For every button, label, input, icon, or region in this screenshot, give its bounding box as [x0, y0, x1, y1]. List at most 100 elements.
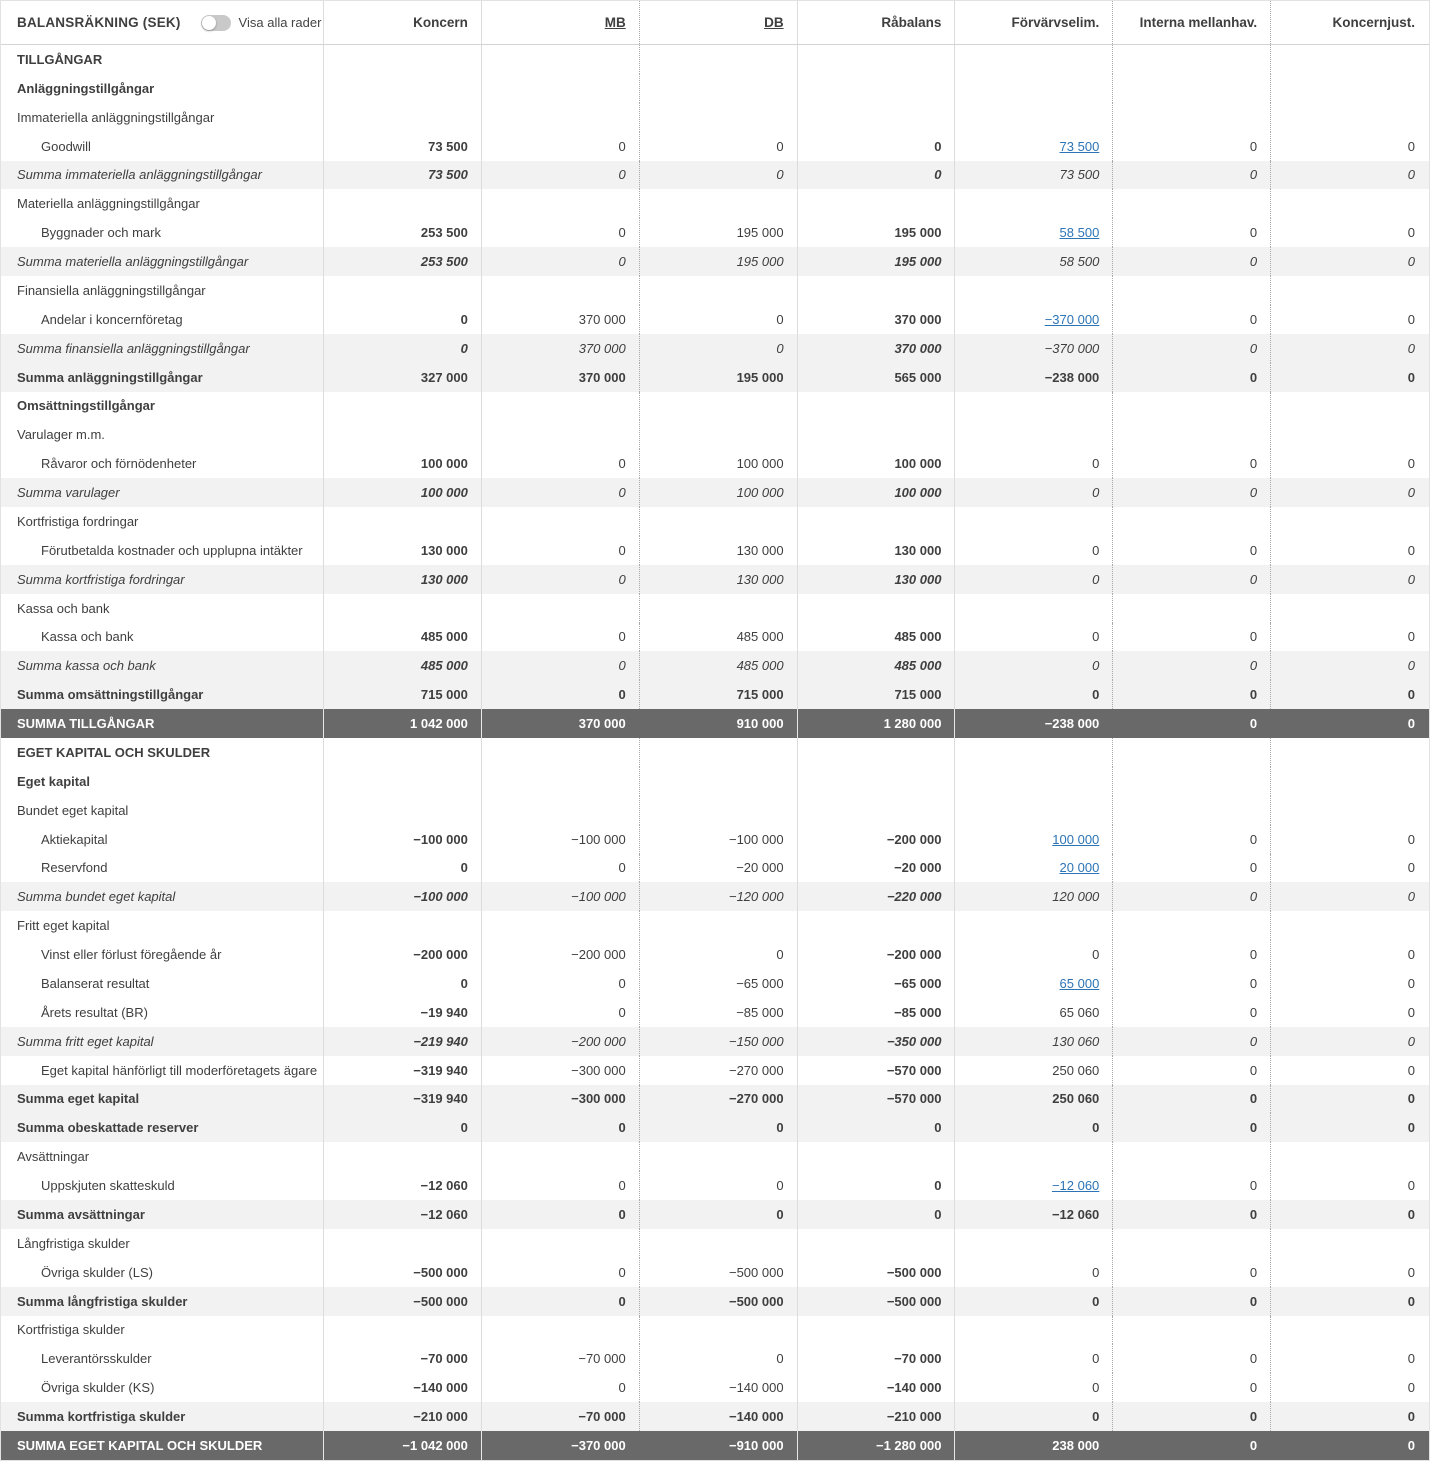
cell-rabalans: [798, 45, 956, 74]
cell-interna-mellanhav: [1113, 507, 1272, 536]
table-row: Summa eget kapital −319 940 −300 000 −270 0…: [1, 1084, 1429, 1114]
cell-forvarvselim: 0: [955, 940, 1114, 969]
cell-interna-mellanhav: 0: [1113, 1257, 1272, 1287]
cell-koncernjust: [1271, 911, 1429, 940]
cell-rabalans: [798, 1315, 956, 1345]
cell-interna-mellanhav: 0: [1113, 1113, 1272, 1143]
column-header-link-db[interactable]: DB: [764, 15, 784, 30]
cell-mb: −300 000: [482, 1055, 640, 1085]
cell-interna-mellanhav: 0: [1113, 1402, 1272, 1431]
column-header-koncern: Koncern: [324, 1, 482, 44]
cell-interna-mellanhav: [1113, 420, 1272, 450]
elimination-link[interactable]: 58 500: [1059, 225, 1100, 241]
show-all-rows-toggle[interactable]: [200, 14, 231, 31]
cell-koncern: [324, 738, 482, 767]
cell-koncern: 0: [324, 333, 482, 363]
cell-db: [640, 766, 798, 796]
table-body: TILLGÅNGAR Anläggningstillgångar Immaterie…: [1, 45, 1429, 1460]
elimination-link[interactable]: 65 000: [1059, 975, 1100, 991]
cell-koncernjust: 0: [1407, 831, 1416, 847]
row-label: Eget kapital: [1, 766, 324, 796]
cell-rabalans: 0: [798, 131, 956, 161]
cell-forvarvselim: 0: [955, 1402, 1114, 1431]
table-row: Kortfristiga fordringar: [1, 507, 1429, 536]
cell-rabalans: 0: [798, 1171, 956, 1200]
cell-db: 485 000: [640, 622, 798, 652]
cell-koncernjust: [1271, 507, 1429, 536]
row-label: Summa omsättningstillgångar: [1, 680, 324, 710]
row-label: Summa kortfristiga skulder: [1, 1402, 324, 1431]
cell-forvarvselim: [955, 1142, 1114, 1172]
cell-mb: [482, 1142, 640, 1172]
cell-interna-mellanhav: [1113, 766, 1272, 796]
cell-mb: [482, 276, 640, 305]
cell-koncern: [324, 766, 482, 796]
cell-koncern: −19 940: [324, 997, 482, 1027]
cell-db: 715 000: [640, 680, 798, 710]
cell-rabalans: 130 000: [798, 564, 956, 594]
cell-interna-mellanhav: 0: [1113, 1055, 1272, 1085]
cell-mb: −70 000: [482, 1402, 640, 1431]
elimination-link[interactable]: 100 000: [1052, 831, 1100, 847]
cell-mb: 0: [482, 1257, 640, 1287]
cell-interna-mellanhav: [1113, 593, 1272, 623]
cell-mb: 0: [482, 247, 640, 276]
cell-interna-mellanhav: [1113, 795, 1272, 825]
cell-koncernjust: 0: [1407, 340, 1416, 356]
cell-koncern: [324, 189, 482, 219]
cell-mb: 0: [482, 622, 640, 652]
elimination-link[interactable]: −370 000: [1044, 311, 1100, 327]
row-label: Vinst eller förlust föregående år: [1, 940, 324, 969]
cell-mb: [482, 507, 640, 536]
cell-db: [640, 420, 798, 450]
cell-interna-mellanhav: [1113, 1142, 1272, 1172]
elimination-link[interactable]: 20 000: [1059, 860, 1100, 876]
table-row: Byggnader och mark 253 500 0 195 000 195 000…: [1, 218, 1429, 248]
cell-mb: 0: [482, 449, 640, 479]
cell-db: −120 000: [640, 882, 798, 912]
cell-koncern: 0: [324, 1113, 482, 1143]
cell-koncern: 73 500: [324, 160, 482, 190]
row-label: Kassa och bank: [1, 593, 324, 623]
cell-interna-mellanhav: [1113, 276, 1272, 305]
column-header-link-mb[interactable]: MB: [604, 15, 626, 30]
cell-mb: 0: [482, 1200, 640, 1229]
cell-forvarvselim: −238 000: [1044, 716, 1100, 732]
cell-forvarvselim: 0: [955, 1344, 1114, 1374]
row-label: Reservfond: [1, 853, 324, 883]
cell-db: [640, 1315, 798, 1345]
cell-rabalans: [798, 766, 956, 796]
table-row: Årets resultat (BR) −19 940 0 −85 000 −85 00…: [1, 997, 1429, 1027]
cell-koncern: −12 060: [324, 1171, 482, 1200]
cell-rabalans: [798, 593, 956, 623]
cell-rabalans: [798, 276, 956, 305]
cell-koncernjust: [1271, 767, 1429, 796]
cell-rabalans: 565 000: [798, 362, 956, 392]
cell-db: [640, 391, 798, 421]
elimination-link[interactable]: −12 060: [1051, 1178, 1100, 1194]
cell-forvarvselim: −370 000: [955, 333, 1114, 363]
cell-db: −150 000: [640, 1026, 798, 1056]
cell-mb: [482, 766, 640, 796]
cell-forvarvselim: [955, 73, 1114, 103]
row-label: Bundet eget kapital: [1, 795, 324, 825]
cell-interna-mellanhav: [1113, 189, 1272, 219]
cell-db: 485 000: [640, 651, 798, 681]
cell-mb: 0: [482, 1286, 640, 1316]
cell-rabalans: [798, 189, 956, 219]
cell-koncernjust: 0: [1407, 1120, 1416, 1136]
cell-koncernjust: [1271, 189, 1429, 218]
row-label: Uppskjuten skatteskuld: [1, 1171, 324, 1200]
table-row: Förutbetalda kostnader och upplupna intä…: [1, 535, 1429, 565]
cell-interna-mellanhav: 0: [1113, 1373, 1272, 1403]
table-row: Leverantörsskulder −70 000 −70 000 0 −70 000…: [1, 1344, 1429, 1374]
elimination-link[interactable]: 73 500: [1059, 138, 1100, 154]
table-row: Långfristiga skulder: [1, 1228, 1429, 1258]
cell-interna-mellanhav: 0: [1249, 1437, 1258, 1453]
table-row: Övriga skulder (KS) −140 000 0 −140 000 −140…: [1, 1373, 1429, 1403]
column-header-koncernjust: Koncernjust.: [1271, 1, 1429, 44]
column-header-rabalans: Råbalans: [798, 1, 956, 44]
table-row: Summa kortfristiga fordringar 130 000 0 130…: [1, 564, 1429, 594]
cell-mb: −200 000: [482, 940, 640, 969]
cell-rabalans: [798, 73, 956, 103]
